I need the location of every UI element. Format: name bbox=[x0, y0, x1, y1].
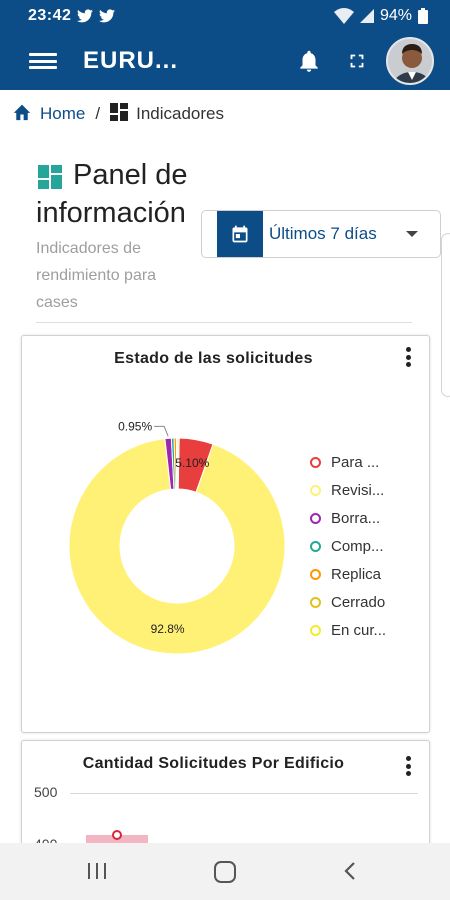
system-nav-bar bbox=[0, 843, 450, 900]
dashboard-icon bbox=[110, 102, 129, 126]
battery-icon bbox=[418, 8, 428, 24]
y-tick-label: 500 bbox=[34, 784, 58, 800]
bar-point-marker bbox=[112, 829, 122, 840]
avatar[interactable] bbox=[386, 37, 434, 85]
legend-item[interactable]: Borra... bbox=[310, 504, 386, 532]
legend-marker bbox=[310, 596, 321, 608]
divider bbox=[36, 322, 412, 323]
breadcrumb-home[interactable]: Home bbox=[40, 104, 86, 123]
page-title: Panel de información bbox=[36, 159, 188, 229]
data-label: 92.8% bbox=[151, 622, 185, 636]
legend-marker bbox=[310, 456, 321, 468]
home-button-icon[interactable] bbox=[213, 860, 237, 884]
breadcrumb: Home / Indicadores bbox=[12, 102, 224, 126]
menu-icon[interactable] bbox=[29, 50, 57, 72]
more-vert-icon[interactable] bbox=[398, 344, 418, 370]
battery-level: 94% bbox=[379, 7, 412, 24]
donut-chart: 5.10% 92.8% 0.95% bbox=[68, 421, 286, 655]
calendar-icon bbox=[217, 211, 263, 257]
page-subtitle: Indicadores de rendimiento para cases bbox=[36, 240, 157, 311]
legend-item[interactable]: Para ... bbox=[310, 448, 386, 476]
back-icon[interactable] bbox=[342, 861, 358, 881]
leader-line bbox=[154, 425, 169, 437]
date-range-select[interactable]: Últimos 7 días bbox=[201, 210, 441, 258]
legend-item[interactable]: Cerrado bbox=[310, 588, 386, 616]
date-range-label: Últimos 7 días bbox=[269, 224, 377, 243]
legend-item[interactable]: En cur... bbox=[310, 616, 386, 644]
app-bar: EURU... bbox=[0, 32, 450, 90]
chevron-down-icon bbox=[406, 231, 418, 237]
chart-title: Estado de las solicitudes bbox=[114, 350, 313, 367]
status-chart-card: Estado de las solicitudes 5.10% 92.8% 0.95… bbox=[21, 335, 430, 733]
twitter-icon bbox=[77, 9, 94, 23]
signal-icon bbox=[359, 9, 374, 23]
wifi-icon bbox=[333, 8, 354, 24]
donut-slice[interactable] bbox=[176, 437, 180, 490]
more-vert-icon[interactable] bbox=[398, 753, 418, 779]
dashboard-icon bbox=[38, 165, 62, 194]
breadcrumb-current: Indicadores bbox=[136, 104, 224, 123]
legend-label: Comp... bbox=[331, 537, 384, 555]
legend-marker bbox=[310, 540, 321, 552]
gridline bbox=[70, 793, 418, 794]
fullscreen-icon[interactable] bbox=[346, 50, 368, 77]
status-bar: 23:42 94% bbox=[0, 0, 450, 32]
side-panel-handle[interactable] bbox=[441, 233, 450, 397]
legend-label: Replica bbox=[331, 565, 382, 583]
chart-legend: Para ... Revisi... Borra... Comp... Replica C… bbox=[310, 448, 386, 644]
recent-apps-icon[interactable] bbox=[86, 861, 108, 881]
legend-marker bbox=[310, 624, 321, 636]
legend-label: Para ... bbox=[331, 453, 380, 471]
legend-label: Borra... bbox=[331, 509, 381, 527]
app-title: EURU... bbox=[83, 47, 179, 74]
status-time: 23:42 bbox=[28, 7, 72, 24]
donut-slice[interactable] bbox=[68, 438, 286, 655]
twitter-icon bbox=[99, 9, 116, 23]
home-icon[interactable] bbox=[12, 103, 32, 126]
legend-marker bbox=[310, 484, 321, 496]
legend-item[interactable]: Replica bbox=[310, 560, 386, 588]
data-label: 5.10% bbox=[175, 456, 209, 470]
legend-label: Revisi... bbox=[331, 481, 385, 499]
building-chart-card: Cantidad Solicitudes Por Edificio 500 40… bbox=[21, 740, 430, 871]
legend-marker bbox=[310, 568, 321, 580]
data-label: 0.95% bbox=[118, 421, 152, 433]
legend-item[interactable]: Revisi... bbox=[310, 476, 386, 504]
bell-icon[interactable] bbox=[296, 48, 322, 79]
breadcrumb-separator: / bbox=[95, 104, 101, 123]
legend-label: En cur... bbox=[331, 621, 387, 639]
chart-title: Cantidad Solicitudes Por Edificio bbox=[82, 755, 345, 772]
legend-label: Cerrado bbox=[331, 593, 386, 611]
legend-marker bbox=[310, 512, 321, 524]
legend-item[interactable]: Comp... bbox=[310, 532, 386, 560]
